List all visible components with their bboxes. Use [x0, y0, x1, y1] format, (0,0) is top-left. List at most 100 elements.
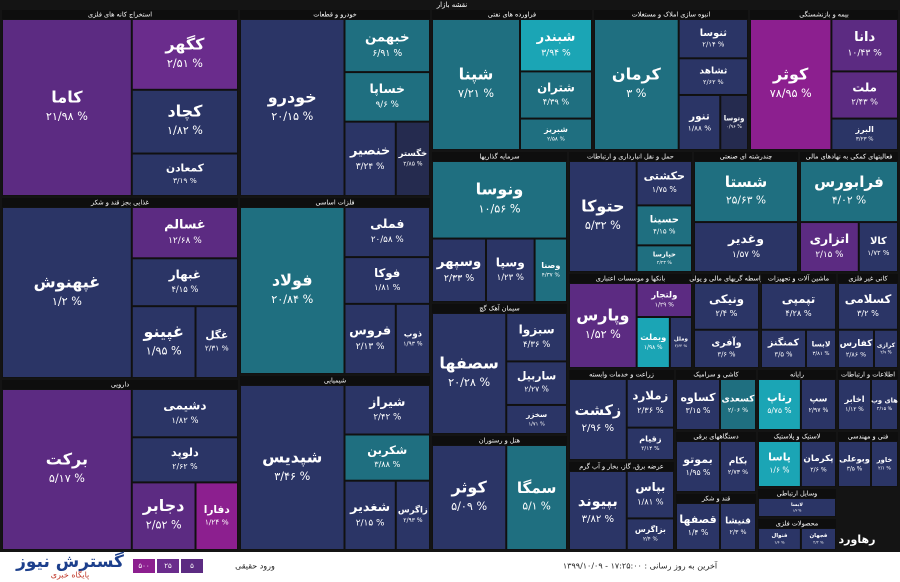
tile-value: % ۵/۳۲ [585, 219, 621, 232]
tile-value: % ۳/۵ [847, 466, 863, 472]
tile-label: کساوه [680, 391, 716, 404]
sector: انبوه سازی املاک و مستغلات کرمان % ۳ ثنوسا%… [594, 10, 749, 151]
tile-label: شبندر [536, 30, 576, 45]
tile [344, 121, 396, 196]
tile-value: % ۱۰/۵۶ [479, 202, 521, 215]
tile [806, 329, 836, 368]
tile-label: دجابر [142, 496, 185, 515]
tile-label: زاگرس [398, 505, 428, 516]
sector: کانی غیر فلزی کسلامی % ۳/۲ کفارس % ۲/۸۶ کرازی… [838, 274, 898, 368]
tile [636, 205, 693, 246]
tile [758, 528, 801, 550]
tile-value: % ۴/۱۵ [653, 227, 676, 235]
tile [344, 72, 430, 122]
tile-value: % ۱/۸۲ [167, 124, 203, 137]
tile-value: % ۲/۶ [810, 466, 827, 473]
tile-label: کمنگنز [767, 337, 800, 349]
tile-value: % ۲۵/۶۳ [726, 194, 766, 207]
tile [240, 385, 345, 550]
tile [758, 379, 801, 430]
tile-label: ونوسا [476, 180, 524, 199]
tile-value: % ۳ [626, 87, 647, 100]
sector-title: خودرو و قطعات [313, 11, 357, 19]
legend-box [157, 559, 179, 573]
tile [520, 118, 592, 150]
tile-label: تپمپی [782, 292, 816, 306]
tile [534, 238, 567, 303]
tile-label: شبریز [543, 125, 568, 134]
tile [858, 222, 898, 273]
tile-value: % ۲/۴۳ [851, 97, 878, 107]
tile-value: % ۲/۴ [716, 308, 738, 318]
sector: حمل و نقل انبارداری و ارتباطات حتوکا % ۵/۳… [569, 152, 693, 272]
tile-value: % ۳/۱۹ [173, 176, 197, 185]
sector-title: فنی و مهندسی [848, 433, 888, 441]
tile-label: کرمان [612, 64, 662, 83]
sector-title: فراورده های نفتی [488, 11, 536, 19]
tile-value: % ۲۰/۸۴ [271, 293, 313, 306]
tile [800, 441, 837, 487]
tile-value: % ۲/۱۵ [815, 250, 843, 260]
sector-title: غذایی بجز قند و شکر [90, 199, 150, 207]
tile [344, 385, 430, 435]
tile-label: برکت [46, 449, 88, 468]
tile-value: % ۱/۲۳ [497, 273, 524, 283]
tile [195, 306, 239, 378]
tile-value: % ۴/۲۸ [785, 308, 812, 318]
sector: اطلاعات و ارتباطات اخابر % ۱/۱۲ های وب % ۲/۱… [838, 370, 898, 430]
tile-label: بموتو [682, 453, 712, 466]
logo: گسترش نیوز [15, 551, 124, 572]
tile-label: حسینا [650, 214, 679, 225]
sector-title: محصولات فلزی [776, 520, 819, 528]
tile [131, 19, 238, 90]
tile-label: خنصیر [349, 144, 390, 159]
tile-value: % ۳/۲ [857, 308, 879, 318]
tile-value: % ۲/۵۲ [146, 519, 182, 532]
sector: محصولات فلزی فنوال% ۱/۶ فجهان% ۲/۲ [758, 519, 837, 550]
tile-value: % ۴/۳۹ [543, 97, 570, 107]
tile [800, 161, 898, 223]
sector: کاشی و سرامیک کساوه % ۳/۱۵ کسعدی % ۲/۰۶ [676, 370, 756, 430]
tile-value: % ۱/۵۷ [732, 250, 760, 260]
tile [694, 161, 798, 223]
tile [131, 258, 238, 307]
tile [838, 379, 871, 430]
tile-value: % ۲/۱ [878, 466, 891, 472]
tile [800, 528, 837, 550]
tile-value: % ۵/۱ [522, 500, 550, 513]
tile-value: % ۱/۲ [52, 295, 82, 308]
tile-label: ونیکی [709, 292, 744, 307]
sector: قند و شکر قصفها % ۱/۴ قنیشا % ۲/۳ [676, 494, 756, 550]
tile-value: % ۱/۶ [774, 539, 785, 544]
tile-label: شکربن [367, 443, 407, 457]
tile [838, 283, 898, 330]
sector: وسایل ارتباطی لابسا% ۱/۳ [758, 489, 836, 517]
tile-label: فوکا [374, 266, 400, 281]
legend-item: ۲۵ [164, 562, 172, 570]
tile-label: ثنوسا [700, 28, 727, 39]
tile-value: % ۲/۴۲ [373, 413, 401, 423]
tile-label: کوثر [450, 477, 487, 496]
sector-title: چندرشته ای صنعتی [720, 153, 772, 161]
tile [720, 379, 756, 430]
tile [636, 283, 693, 317]
tile-label: غسالم [164, 217, 205, 232]
sector-title: انبوه سازی املاک و مستغلات [632, 11, 711, 19]
tile-label: کفارس [840, 339, 873, 349]
tile-value: % ۲/۹۳ [403, 517, 423, 524]
tile-value: % ۳/۲۳ [856, 136, 874, 142]
tile-label: ثشاهد [699, 66, 727, 77]
tile-value: % ۳/۶ [718, 351, 736, 359]
tile-label: شستا [725, 173, 767, 191]
tile-value: % ۵/۱۷ [49, 472, 85, 485]
tile [131, 207, 238, 259]
tile-label: فروس [349, 324, 391, 339]
tile [344, 257, 430, 304]
tile [676, 503, 720, 550]
sector: دستگاههای برقی بموتو % ۱/۹۵ بکام % ۲/۷۳ [676, 432, 756, 492]
tile-value: % ۱/۹۵ [686, 468, 711, 477]
tile-label: شغدیر [349, 500, 390, 515]
tile [694, 283, 759, 330]
tile [874, 329, 898, 368]
sector-title: اطلاعات و ارتباطات [841, 371, 895, 379]
